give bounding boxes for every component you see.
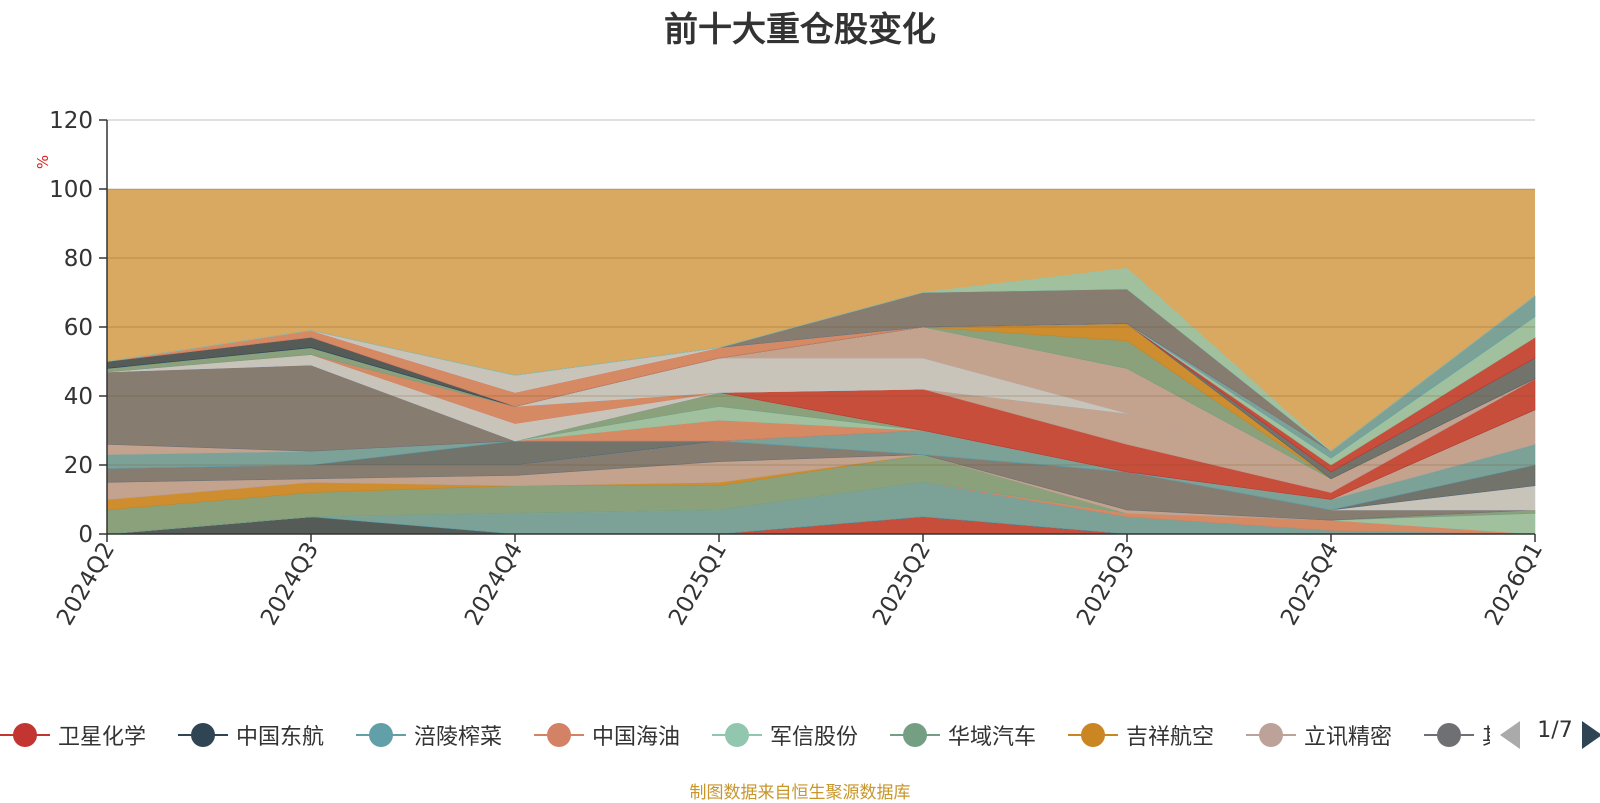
legend-swatch-icon (356, 723, 406, 747)
legend-next-page-icon[interactable] (1582, 721, 1600, 749)
x-tick-label: 2025Q2 (868, 538, 936, 630)
data-source-note: 制图数据来自恒生聚源数据库 (689, 783, 911, 803)
legend-swatch-icon (712, 723, 762, 747)
y-axis-unit-label: % (34, 155, 52, 169)
y-tick-label: 0 (78, 522, 93, 548)
legend-swatch-icon (0, 723, 50, 747)
legend-pager: 1/7 (1500, 716, 1600, 752)
x-tick-label: 2025Q3 (1072, 538, 1140, 630)
legend-swatch-icon (890, 723, 940, 747)
legend-item-label: 中国海油 (592, 725, 681, 750)
legend-item[interactable]: 中国东航 (178, 710, 324, 760)
legend-item-label: 吉祥航空 (1126, 725, 1215, 750)
chart-title: 前十大重仓股变化 (664, 10, 936, 50)
legend-swatch-icon (534, 723, 584, 747)
x-tick-label: 2025Q4 (1276, 538, 1344, 630)
legend-item[interactable]: 军信股份 (712, 710, 858, 760)
legend-item[interactable]: 中国海油 (534, 710, 680, 760)
x-tick-label: 2024Q2 (52, 538, 120, 630)
legend-swatch-icon (178, 723, 228, 747)
x-tick-label: 2024Q3 (256, 538, 324, 630)
x-tick-label: 2025Q1 (664, 538, 732, 630)
legend-swatch-icon (1246, 723, 1296, 747)
legend: 卫星化学 中国东航 涪陵榨菜 中国海油 军信股份 华域汽车 吉祥航空 立讯精密 其 (0, 710, 1490, 760)
legend-item[interactable]: 立讯精密 (1246, 710, 1392, 760)
legend-item[interactable]: 华域汽车 (890, 710, 1036, 760)
legend-page-indicator: 1/7 (1537, 718, 1573, 743)
legend-item[interactable]: 涪陵榨菜 (356, 710, 502, 760)
y-tick-label: 80 (64, 246, 93, 272)
legend-item-label: 华域汽车 (948, 725, 1037, 750)
legend-item-label: 中国东航 (236, 725, 325, 750)
legend-swatch-icon (1068, 723, 1118, 747)
y-tick-label: 40 (64, 384, 93, 410)
y-tick-label: 60 (64, 315, 93, 341)
legend-item-label: 卫星化学 (58, 725, 147, 750)
legend-item[interactable]: 吉祥航空 (1068, 710, 1214, 760)
legend-item[interactable]: 其 (1424, 710, 1490, 760)
legend-item-label: 立讯精密 (1304, 725, 1393, 750)
legend-item[interactable]: 卫星化学 (0, 710, 146, 760)
x-tick-label: 2024Q4 (460, 538, 528, 630)
legend-item-label: 军信股份 (770, 725, 859, 750)
legend-item-label: 涪陵榨菜 (414, 725, 503, 750)
area-series-34[interactable] (106, 267, 1536, 452)
legend-item-label: 其 (1482, 719, 1490, 751)
y-tick-label: 20 (64, 453, 93, 479)
legend-swatch-icon (1424, 723, 1474, 747)
y-tick-label: 120 (49, 108, 93, 134)
y-tick-label: 100 (49, 177, 93, 203)
legend-prev-page-icon[interactable] (1500, 721, 1520, 749)
x-tick-label: 2026Q1 (1480, 538, 1548, 630)
